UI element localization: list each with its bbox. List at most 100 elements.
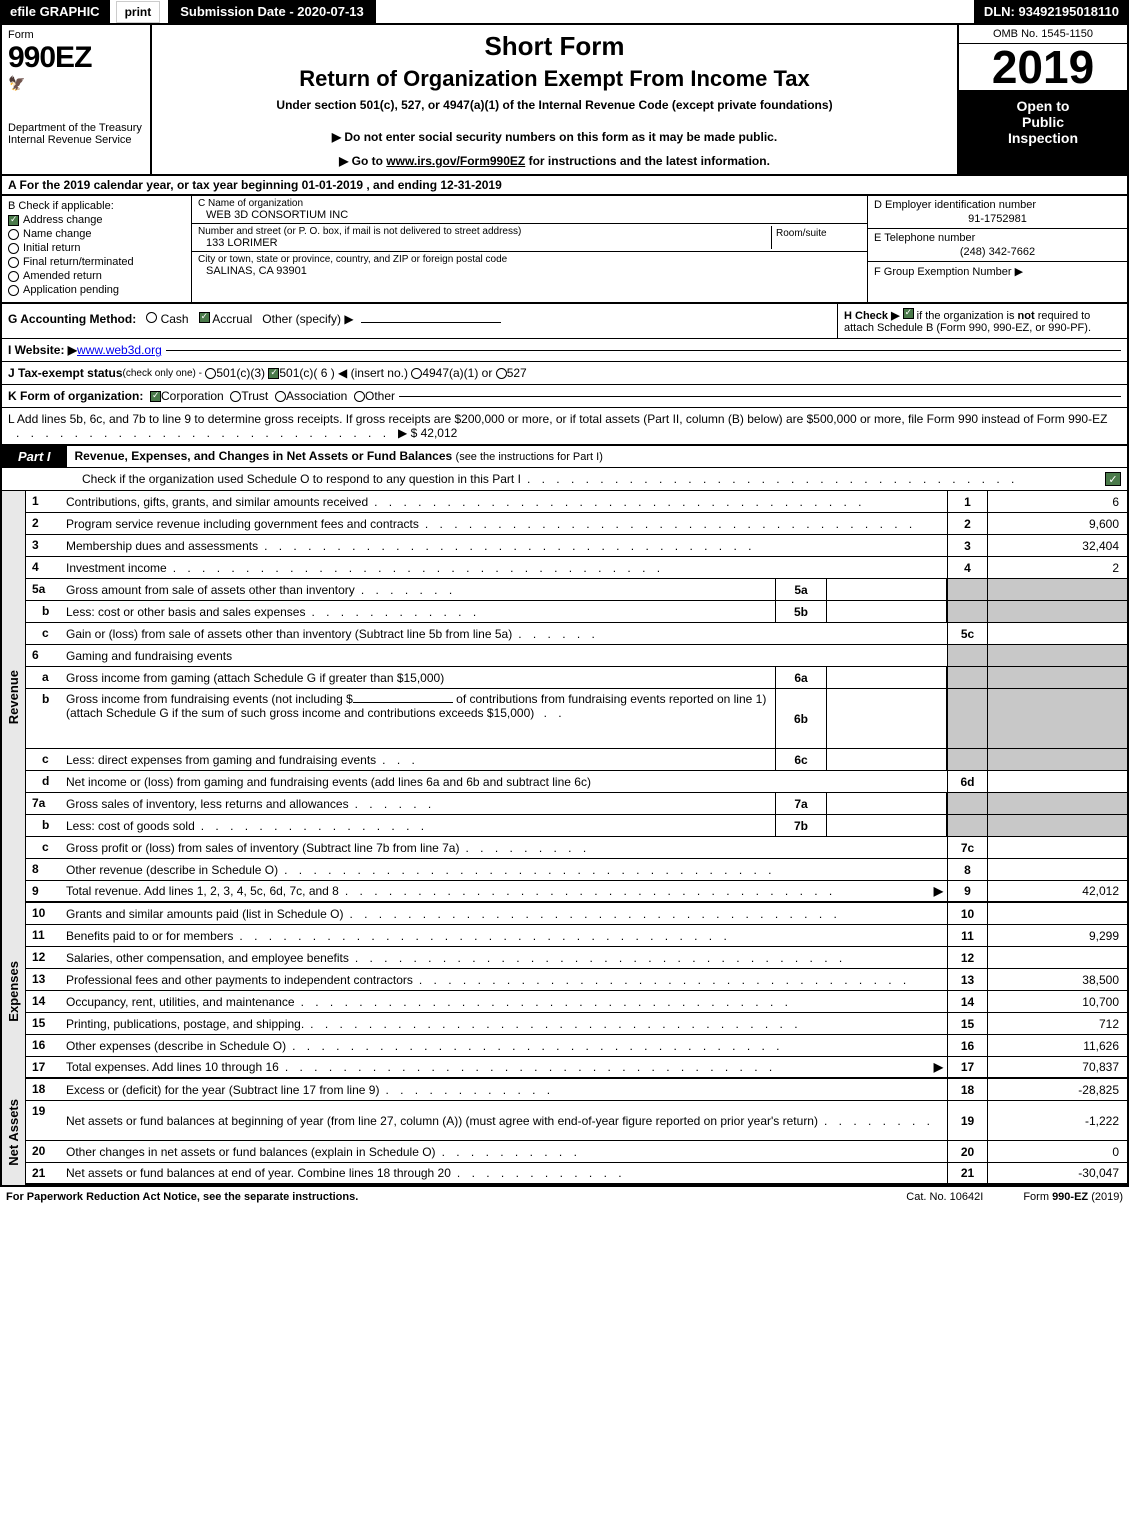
line-7a-shade2 — [987, 793, 1127, 814]
submission-date-label: Submission Date - 2020-07-13 — [168, 0, 376, 23]
line-17-desc: Total expenses. Add lines 10 through 16 — [66, 1060, 279, 1074]
entity-info-block: B Check if applicable: Address change Na… — [0, 196, 1129, 304]
line-15-num: 15 — [26, 1013, 62, 1034]
line-2-rnum: 2 — [947, 513, 987, 534]
line-5b-num: b — [26, 601, 62, 622]
501c3-checkbox[interactable] — [205, 368, 216, 379]
527-checkbox[interactable] — [496, 368, 507, 379]
schedule-b-checkbox[interactable] — [903, 308, 914, 319]
print-button[interactable]: print — [116, 1, 161, 23]
line-16-rnum: 16 — [947, 1035, 987, 1056]
line-6a-box: 6a — [775, 667, 827, 688]
line-6c-box: 6c — [775, 749, 827, 770]
name-change-checkbox[interactable] — [8, 229, 19, 240]
header-right: OMB No. 1545-1150 2019 Open to Public In… — [957, 25, 1127, 174]
net-assets-tab: Net Assets — [2, 1079, 26, 1185]
line-7b-box: 7b — [775, 815, 827, 836]
header-left: Form 990EZ 🦅 Department of the Treasury … — [2, 25, 152, 174]
phone-label: E Telephone number — [874, 232, 1121, 244]
name-change-label: Name change — [23, 228, 92, 240]
line-6a-shade — [947, 667, 987, 688]
part-1-check-row: Check if the organization used Schedule … — [0, 468, 1129, 491]
line-5b-desc: Less: cost or other basis and sales expe… — [66, 605, 305, 619]
line-6b-shade2 — [987, 689, 1127, 748]
box-b: B Check if applicable: Address change Na… — [2, 196, 192, 302]
line-1-amt: 6 — [987, 491, 1127, 512]
irs-label: Internal Revenue Service — [8, 134, 144, 146]
expenses-section: Expenses 10Grants and similar amounts pa… — [2, 903, 1127, 1079]
city-value: SALINAS, CA 93901 — [206, 265, 507, 277]
row-i: I Website: ▶ www.web3d.org — [0, 339, 1129, 362]
4947-checkbox[interactable] — [411, 368, 422, 379]
row-k: K Form of organization: Corporation Trus… — [0, 385, 1129, 408]
schedule-o-checkbox[interactable] — [1105, 472, 1121, 486]
line-6c-shade — [947, 749, 987, 770]
line-6d-rnum: 6d — [947, 771, 987, 792]
part-1-header: Part I Revenue, Expenses, and Changes in… — [0, 446, 1129, 468]
initial-return-checkbox[interactable] — [8, 243, 19, 254]
501c-checkbox[interactable] — [268, 368, 279, 379]
line-5a-shade2 — [987, 579, 1127, 600]
corporation-checkbox[interactable] — [150, 391, 161, 402]
line-10-amt — [987, 903, 1127, 924]
line-12-num: 12 — [26, 947, 62, 968]
line-8-rnum: 8 — [947, 859, 987, 880]
public: Public — [963, 114, 1123, 130]
cat-no: Cat. No. 10642I — [906, 1191, 983, 1203]
527-label: 527 — [507, 366, 527, 380]
line-8-desc: Other revenue (describe in Schedule O) — [66, 863, 278, 877]
website-link[interactable]: www.web3d.org — [77, 343, 162, 357]
line-6a-shade2 — [987, 667, 1127, 688]
ein-value: 91-1752981 — [874, 213, 1121, 225]
form-header: Form 990EZ 🦅 Department of the Treasury … — [0, 25, 1129, 176]
4947-label: 4947(a)(1) or — [422, 366, 492, 380]
website-label: I Website: ▶ — [8, 343, 77, 357]
paperwork-notice: For Paperwork Reduction Act Notice, see … — [6, 1191, 358, 1203]
line-5a-desc: Gross amount from sale of assets other t… — [66, 583, 355, 597]
line-5a-shade — [947, 579, 987, 600]
501c3-label: 501(c)(3) — [216, 366, 265, 380]
line-7b-shade2 — [987, 815, 1127, 836]
line-16-num: 16 — [26, 1035, 62, 1056]
line-6b-num: b — [26, 689, 62, 748]
line-3-rnum: 3 — [947, 535, 987, 556]
line-14-rnum: 14 — [947, 991, 987, 1012]
line-5a-box: 5a — [775, 579, 827, 600]
accrual-checkbox[interactable] — [199, 312, 210, 323]
line-21-rnum: 21 — [947, 1163, 987, 1183]
line-6a-val — [827, 667, 947, 688]
line-7a-val — [827, 793, 947, 814]
line-7b-desc: Less: cost of goods sold — [66, 819, 195, 833]
line-9-desc: Total revenue. Add lines 1, 2, 3, 4, 5c,… — [66, 884, 339, 898]
amended-return-checkbox[interactable] — [8, 271, 19, 282]
line-5a-val — [827, 579, 947, 600]
trust-checkbox[interactable] — [230, 391, 241, 402]
other-org-checkbox[interactable] — [354, 391, 365, 402]
short-form-title: Short Form — [158, 31, 951, 62]
efile-graphic-button[interactable]: efile GRAPHIC — [0, 0, 110, 23]
room-suite-label: Room/suite — [771, 226, 861, 249]
line-10-desc: Grants and similar amounts paid (list in… — [66, 907, 343, 921]
final-return-checkbox[interactable] — [8, 257, 19, 268]
line-6b-val — [827, 689, 947, 748]
line-6b-desc1: Gross income from fundraising events (no… — [66, 692, 353, 706]
ein-label: D Employer identification number — [874, 199, 1121, 211]
application-pending-checkbox[interactable] — [8, 285, 19, 296]
address-change-checkbox[interactable] — [8, 215, 19, 226]
corporation-label: Corporation — [161, 389, 224, 403]
form-of-org-label: K Form of organization: — [8, 389, 143, 403]
line-9-rnum: 9 — [947, 881, 987, 901]
line-9-num: 9 — [26, 881, 62, 901]
revenue-tab: Revenue — [2, 491, 26, 903]
line-7c-rnum: 7c — [947, 837, 987, 858]
association-checkbox[interactable] — [275, 391, 286, 402]
cash-checkbox[interactable] — [146, 312, 157, 323]
line-14-num: 14 — [26, 991, 62, 1012]
line-3-num: 3 — [26, 535, 62, 556]
line-11-rnum: 11 — [947, 925, 987, 946]
check-only-one: (check only one) - — [123, 368, 202, 379]
return-title: Return of Organization Exempt From Incom… — [158, 66, 951, 92]
line-4-num: 4 — [26, 557, 62, 578]
row-g-h: G Accounting Method: Cash Accrual Other … — [0, 304, 1129, 339]
irs-link[interactable]: www.irs.gov/Form990EZ — [386, 154, 525, 168]
